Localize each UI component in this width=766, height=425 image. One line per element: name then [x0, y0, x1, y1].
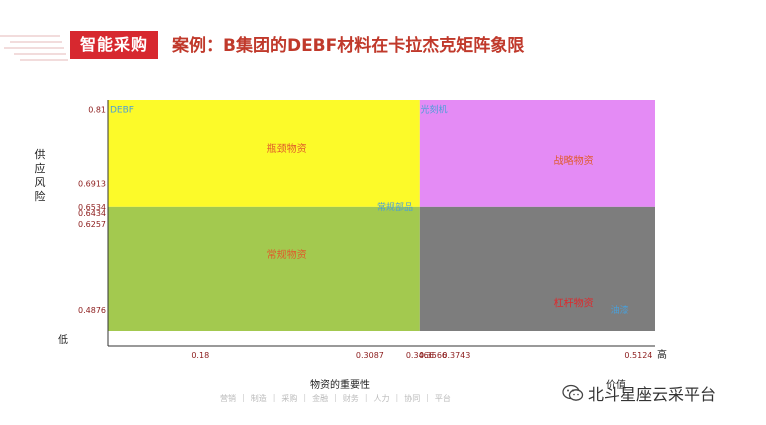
y-tick-label: 0.6913: [78, 179, 106, 188]
x-tick-label: 0.18: [191, 351, 209, 360]
wechat-icon: [562, 384, 584, 401]
x-tick-label: 0.3743: [442, 351, 470, 360]
data-point-label: DEBF: [110, 105, 134, 115]
x-tick-label: 0.5124: [624, 351, 652, 360]
y-axis-label: 供应风险: [34, 148, 46, 203]
watermark: 北斗星座云采平台: [562, 381, 716, 405]
footer-nav-item: 财务: [342, 394, 359, 403]
quadrant-label: 杠杆物资: [554, 296, 594, 309]
x-tick-label: 0.3566: [419, 351, 447, 360]
header-decoration: [0, 35, 68, 61]
y-tick-label: 0.6434: [78, 209, 106, 218]
footer-nav-item: 协同: [404, 394, 421, 403]
footer-nav-item: 采购: [281, 394, 298, 403]
y-tick-label: 0.6257: [78, 220, 106, 229]
x-tick-label: 0.3087: [356, 351, 384, 360]
page-title: 案例：B集团的DEBF材料在卡拉杰克矩阵象限: [172, 36, 525, 56]
x-axis-value-label: 价值: [606, 380, 626, 391]
quadrant-label: 战略物资: [554, 154, 594, 167]
quadrant-rect: [108, 100, 420, 207]
quadrant-rect: [419, 206, 655, 331]
footer-nav-item: 人力: [373, 394, 390, 403]
axis-low-label: 低: [58, 335, 68, 346]
quadrant-rect: [108, 206, 420, 331]
data-point-label: 常规部品: [377, 201, 413, 213]
footer-nav-item: 制造: [250, 394, 267, 403]
footer-nav: 营销 | 制造 | 采购 | 金融 | 财务 | 人力 | 协同 | 平台: [220, 393, 451, 403]
data-point-label: 光刻机: [421, 103, 448, 115]
watermark-text: 北斗星座云采平台: [588, 385, 717, 404]
quadrant-rect: [419, 100, 655, 207]
y-tick-label: 0.81: [88, 105, 106, 114]
x-tick-label: 0.3466: [406, 351, 434, 360]
footer-nav-item: 金融: [312, 394, 329, 403]
y-tick-label: 0.4876: [78, 306, 106, 315]
axis-high-label: 高: [657, 350, 667, 361]
data-point-label: 油漆: [611, 304, 629, 316]
footer-nav-item: 营销: [220, 394, 236, 403]
x-axis-label: 物资的重要性: [310, 380, 370, 391]
quadrant-label: 常规物资: [267, 248, 307, 261]
section-tag: 智能采购: [70, 31, 159, 59]
quadrant-label: 瓶颈物资: [267, 142, 307, 155]
footer-nav-item: 平台: [434, 394, 451, 403]
y-tick-label: 0.6534: [78, 203, 106, 212]
